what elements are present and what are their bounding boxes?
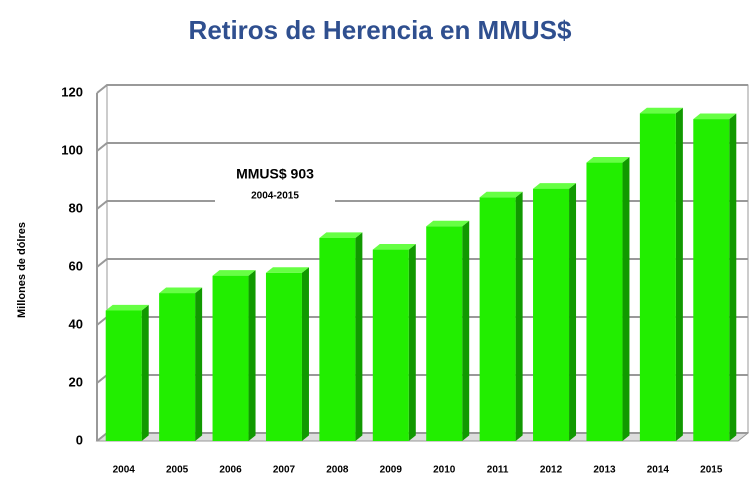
bar-side — [248, 270, 256, 441]
bar — [479, 197, 516, 441]
y-tick-label: 120 — [61, 84, 83, 99]
annotation-subtitle: 2004-2015 — [251, 191, 299, 202]
bar-top — [586, 157, 630, 163]
bar-top — [426, 220, 470, 227]
bar-group — [372, 244, 416, 441]
bar-side — [141, 304, 149, 441]
bar-top — [265, 267, 309, 273]
bar — [586, 162, 623, 441]
bar-side — [622, 157, 630, 441]
bar-group — [426, 220, 470, 441]
bar — [693, 119, 730, 441]
bar-side — [462, 220, 470, 441]
bar-side — [355, 232, 363, 441]
x-tick-label: 2008 — [326, 465, 349, 476]
bar — [426, 226, 463, 441]
bar-group — [533, 183, 577, 441]
bar-side — [515, 191, 523, 441]
grid-line — [96, 142, 748, 152]
bar-side — [301, 267, 309, 441]
bar-group — [105, 304, 149, 441]
x-tick-label: 2015 — [700, 465, 723, 476]
annotation-title: MMUS$ 903 — [236, 166, 314, 182]
x-tick-label: 2009 — [380, 465, 403, 476]
grid-line — [96, 84, 748, 94]
annotation-box — [215, 162, 335, 208]
bar-top — [479, 191, 523, 198]
y-tick-label: 20 — [69, 374, 83, 389]
bar — [212, 275, 249, 441]
y-axis-label: Millones de dólres — [16, 222, 28, 318]
bar-side — [675, 107, 683, 441]
x-tick-label: 2014 — [647, 465, 670, 476]
y-tick-label: 60 — [69, 258, 83, 273]
y-tick-label: 80 — [69, 200, 83, 215]
x-tick-label: 2012 — [540, 465, 563, 476]
x-tick-label: 2006 — [219, 465, 242, 476]
bar — [533, 188, 570, 441]
y-tick-label: 0 — [76, 432, 83, 447]
bar — [639, 113, 676, 442]
bar-top — [693, 113, 737, 120]
bar-side — [408, 244, 416, 441]
x-tick-label: 2005 — [166, 465, 189, 476]
bar-group — [212, 270, 256, 441]
y-tick-label: 100 — [61, 142, 83, 157]
plot: 0 20 40 60 80 100 120 2004 2005 2006 2007 2008 2009 2… — [61, 84, 749, 476]
x-tick-label: 2010 — [433, 465, 456, 476]
bar-group — [265, 267, 309, 441]
bar — [372, 249, 409, 441]
bar-top — [639, 107, 683, 114]
chart-title: Retiros de Herencia en MMUS$ — [189, 15, 572, 45]
bar-group — [479, 191, 523, 441]
bar — [265, 272, 302, 441]
bar-side — [729, 113, 737, 441]
bar-top — [212, 270, 256, 276]
bar-group — [693, 113, 737, 441]
x-tick-label: 2004 — [113, 465, 136, 476]
x-tick-label: 2011 — [487, 465, 509, 476]
bar-side — [195, 287, 203, 441]
bar-side — [569, 183, 577, 441]
bar-group — [319, 232, 363, 441]
bar — [105, 310, 142, 441]
bar-top — [319, 232, 363, 238]
bar-group — [639, 107, 683, 442]
bar-top — [372, 244, 416, 250]
bar-group — [159, 287, 203, 441]
x-tick-label: 2007 — [273, 465, 296, 476]
bar — [319, 238, 356, 441]
bar — [159, 293, 196, 441]
bar-top — [105, 304, 149, 311]
bar-top — [159, 287, 203, 294]
x-tick-label: 2013 — [593, 465, 616, 476]
bar-group — [586, 157, 630, 441]
bar-top — [533, 183, 577, 189]
y-tick-label: 40 — [69, 316, 83, 331]
